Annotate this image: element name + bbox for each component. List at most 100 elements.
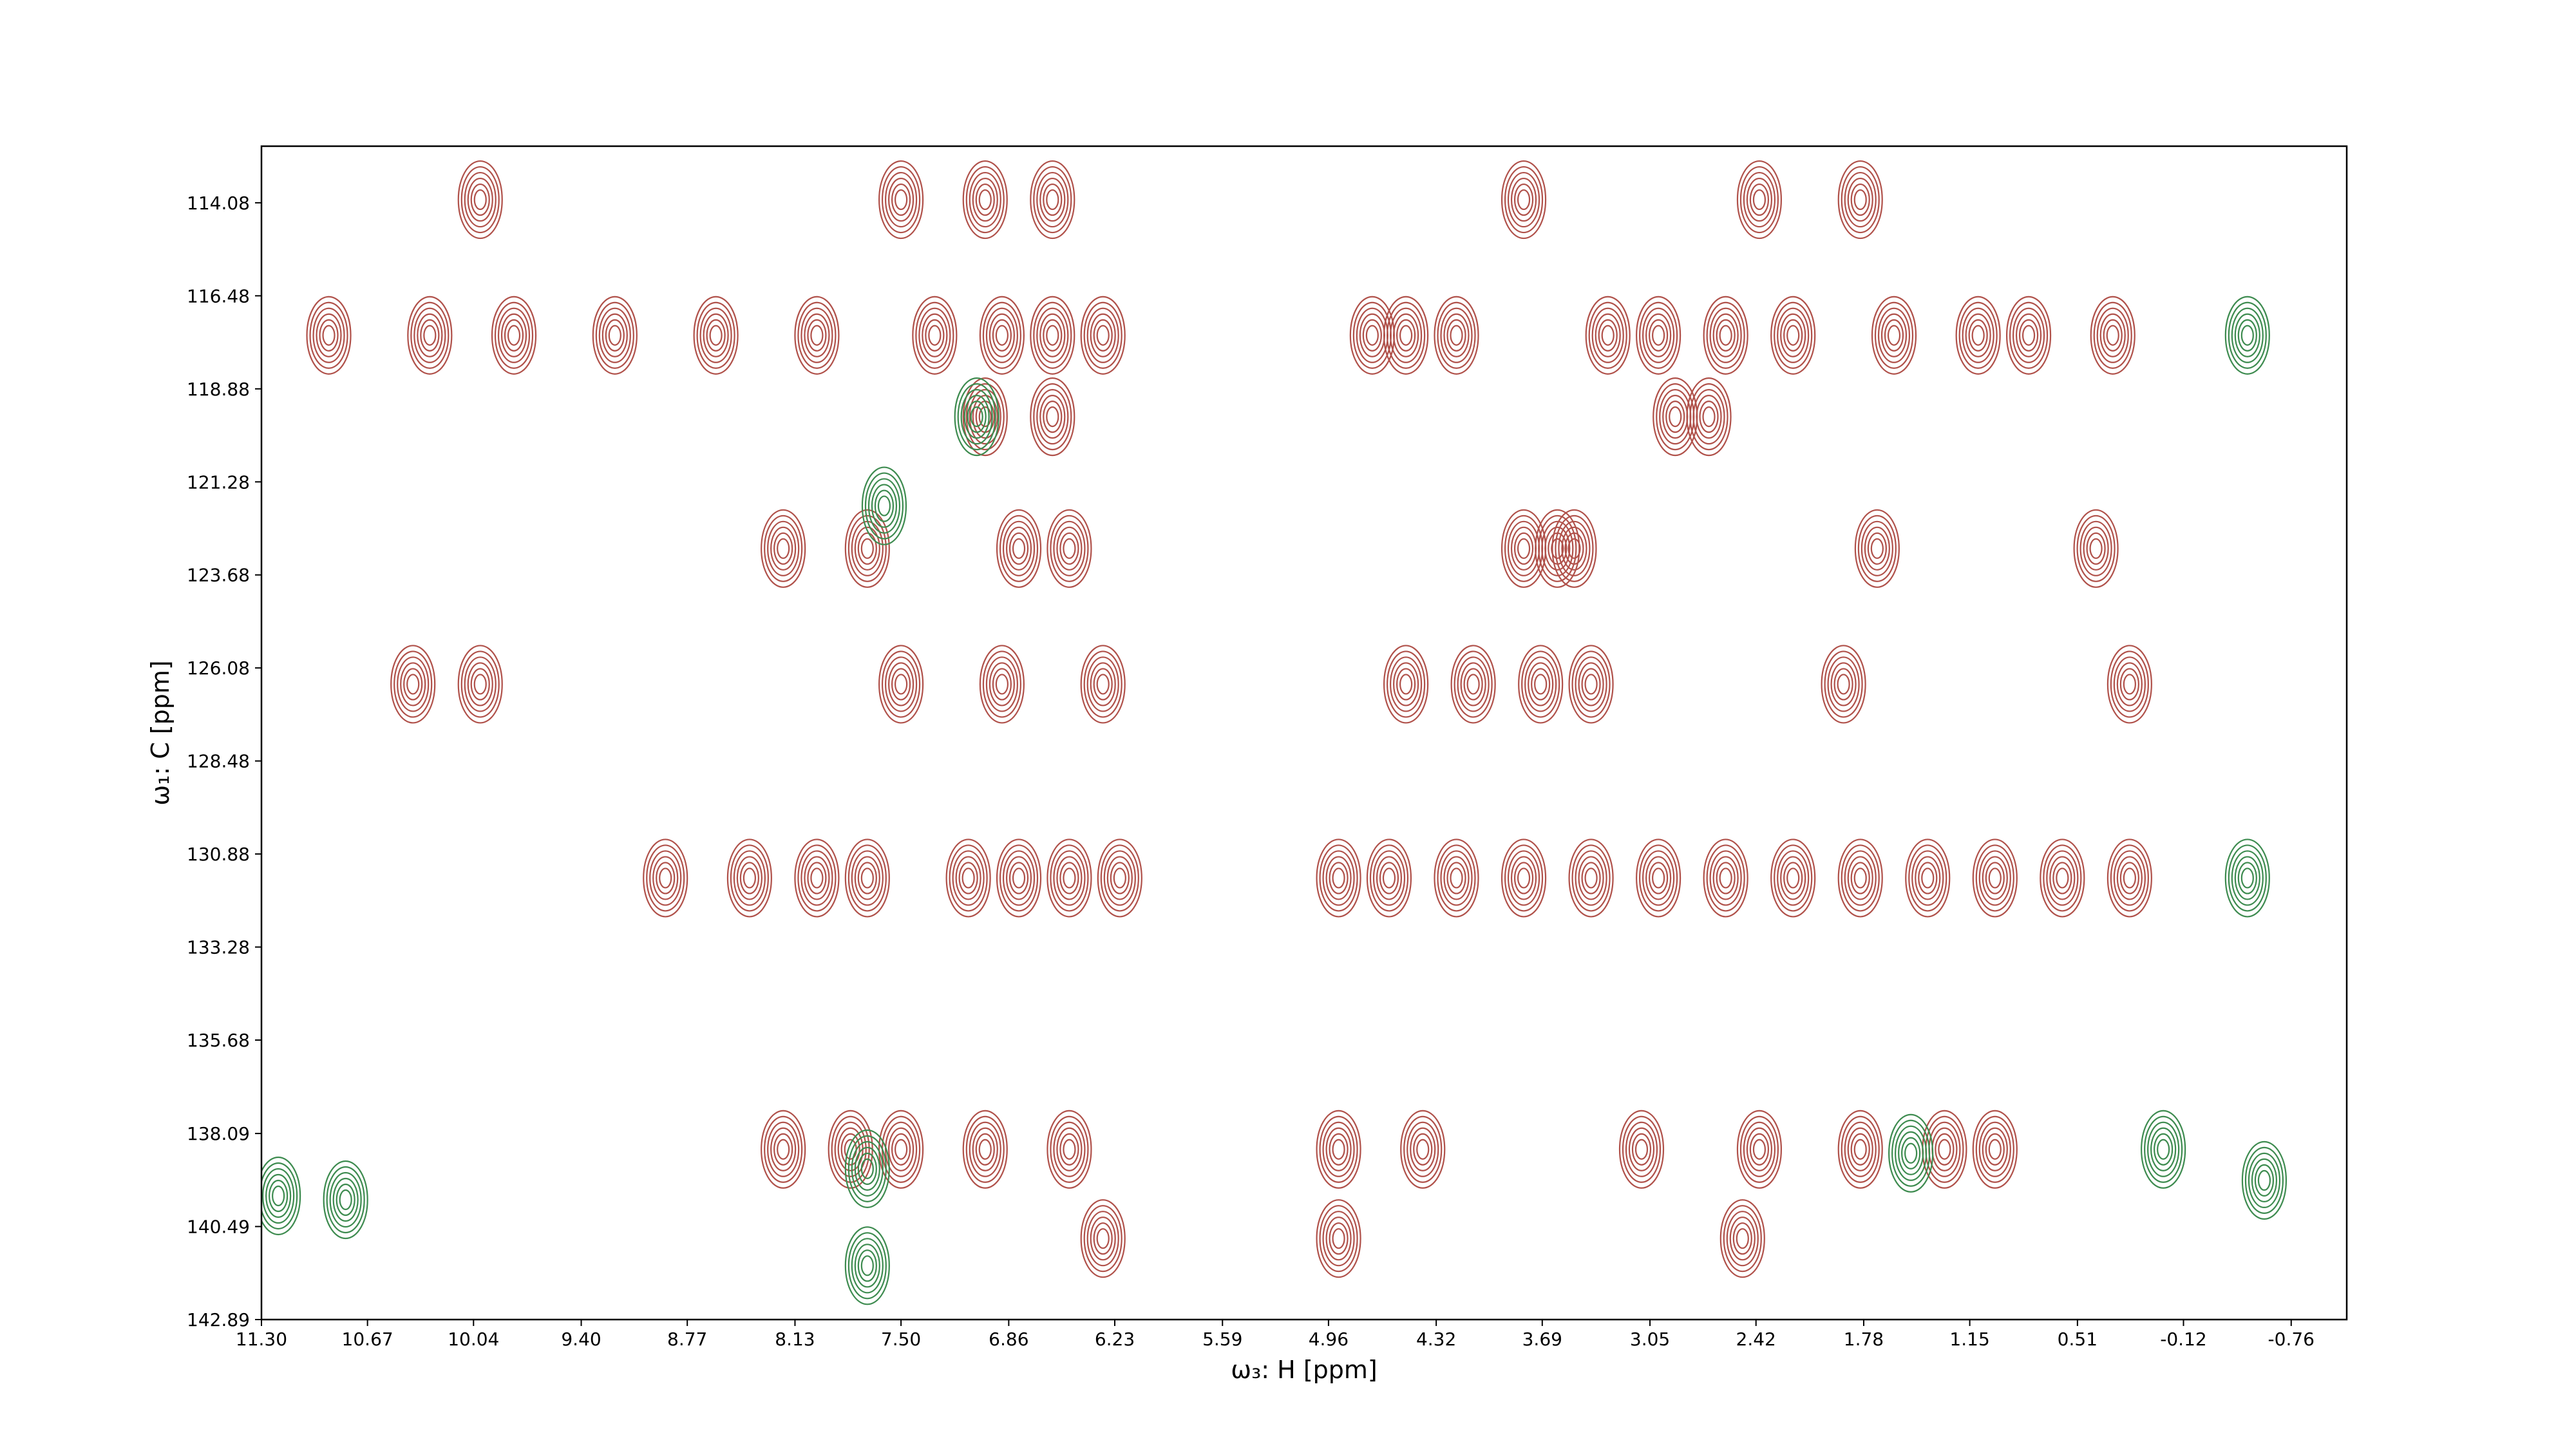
contour-level <box>844 509 890 588</box>
contour-level <box>2005 296 2052 375</box>
contour-level <box>891 183 911 216</box>
contour-level <box>1706 844 1745 912</box>
contour-level <box>1319 1115 1358 1183</box>
contour-level <box>1891 1119 1931 1187</box>
contour-level <box>1736 160 1783 240</box>
contour-level <box>2113 656 2146 712</box>
contour-level <box>491 296 537 375</box>
contour-level <box>962 377 1008 457</box>
contour-level <box>894 674 908 695</box>
contour-level <box>1541 520 1574 576</box>
contour-level <box>1053 850 1086 906</box>
contour-level <box>1056 1127 1083 1171</box>
contour-level <box>1450 867 1463 889</box>
contour-level <box>1406 1121 1439 1177</box>
contour-level <box>1578 856 1604 900</box>
contour-level <box>851 1141 884 1197</box>
contour-level <box>1332 1228 1345 1249</box>
contour-level <box>1578 662 1604 706</box>
contour-level <box>1911 850 1944 906</box>
contour-level <box>1777 850 1810 906</box>
peak <box>1316 838 1361 918</box>
contour-level <box>807 319 827 352</box>
contour-level <box>1692 389 1725 445</box>
contour-level <box>831 1115 870 1183</box>
peak <box>1501 838 1547 918</box>
peak <box>1821 645 1866 724</box>
peak <box>306 296 352 375</box>
x-tick-label: 4.32 <box>1416 1329 1456 1350</box>
contour-level <box>878 645 924 724</box>
peak <box>1770 296 1816 375</box>
contour-level <box>1575 850 1607 906</box>
contour-level <box>996 509 1042 588</box>
contour-level <box>397 656 430 712</box>
contour-level <box>1039 395 1066 439</box>
y-tick-label: 140.49 <box>187 1217 250 1238</box>
peak <box>1551 509 1597 588</box>
y-tick-label: 135.68 <box>187 1030 250 1051</box>
contour-level <box>773 532 793 565</box>
contour-level <box>1090 662 1116 706</box>
contour-level <box>1837 1110 1883 1189</box>
contour-level <box>989 662 1015 706</box>
contour-level <box>770 526 797 571</box>
contour-level <box>1440 307 1473 363</box>
contour-level <box>1009 862 1029 895</box>
contour-level <box>761 1110 806 1189</box>
x-tick-label: 1.78 <box>1844 1329 1884 1350</box>
contour-level <box>1938 1139 1951 1160</box>
peak <box>1030 377 1075 457</box>
peak <box>1736 1110 1783 1189</box>
contour-level <box>1743 171 1776 228</box>
contour-level <box>1837 160 1883 240</box>
contour-level <box>1551 509 1597 588</box>
contour-level <box>1625 1121 1658 1177</box>
contour-level <box>1908 844 1947 912</box>
contour-level <box>767 520 800 576</box>
contour-level <box>1636 296 1681 375</box>
contour-level <box>952 850 985 906</box>
peak <box>2073 509 2119 588</box>
contour-level <box>1853 189 1867 211</box>
contour-level <box>1356 307 1388 363</box>
x-tick-label: 1.15 <box>1949 1329 1989 1350</box>
contour-level <box>860 867 874 889</box>
contour-level <box>1517 867 1531 889</box>
contour-level <box>2240 867 2254 889</box>
contour-level <box>2240 325 2254 346</box>
contour-level <box>2116 856 2143 900</box>
contour-level <box>999 844 1039 912</box>
contour-level <box>1821 645 1866 724</box>
contour-level <box>406 674 420 695</box>
contour-level <box>1106 856 1133 900</box>
contour-level <box>1457 656 1490 712</box>
contour-level <box>726 838 772 918</box>
contour-level <box>696 301 735 369</box>
contour-level <box>739 862 759 895</box>
contour-level <box>922 313 948 357</box>
contour-level <box>605 319 625 352</box>
contour-level <box>1501 160 1547 240</box>
contour-level <box>1030 160 1075 240</box>
contour-level <box>1962 307 1994 363</box>
contour-level <box>1450 645 1496 724</box>
contour-level <box>2228 301 2267 369</box>
contour-level <box>1093 668 1113 701</box>
contour-level <box>1921 867 1935 889</box>
peak <box>1316 1110 1361 1189</box>
contour-level <box>423 325 437 346</box>
contour-level <box>960 389 993 445</box>
contour-level <box>1059 862 1079 895</box>
contour-level <box>1518 645 1564 724</box>
contour-level <box>1403 1115 1443 1183</box>
contour-level <box>884 1121 918 1177</box>
contour-level <box>1978 1121 2011 1177</box>
contour-level <box>261 1162 298 1230</box>
contour-level <box>1322 1211 1355 1267</box>
contour-level <box>2237 319 2257 352</box>
contour-level <box>1634 1139 1649 1160</box>
contour-level <box>887 177 914 222</box>
contour-level <box>1972 838 2018 918</box>
contour-level <box>2076 515 2116 582</box>
